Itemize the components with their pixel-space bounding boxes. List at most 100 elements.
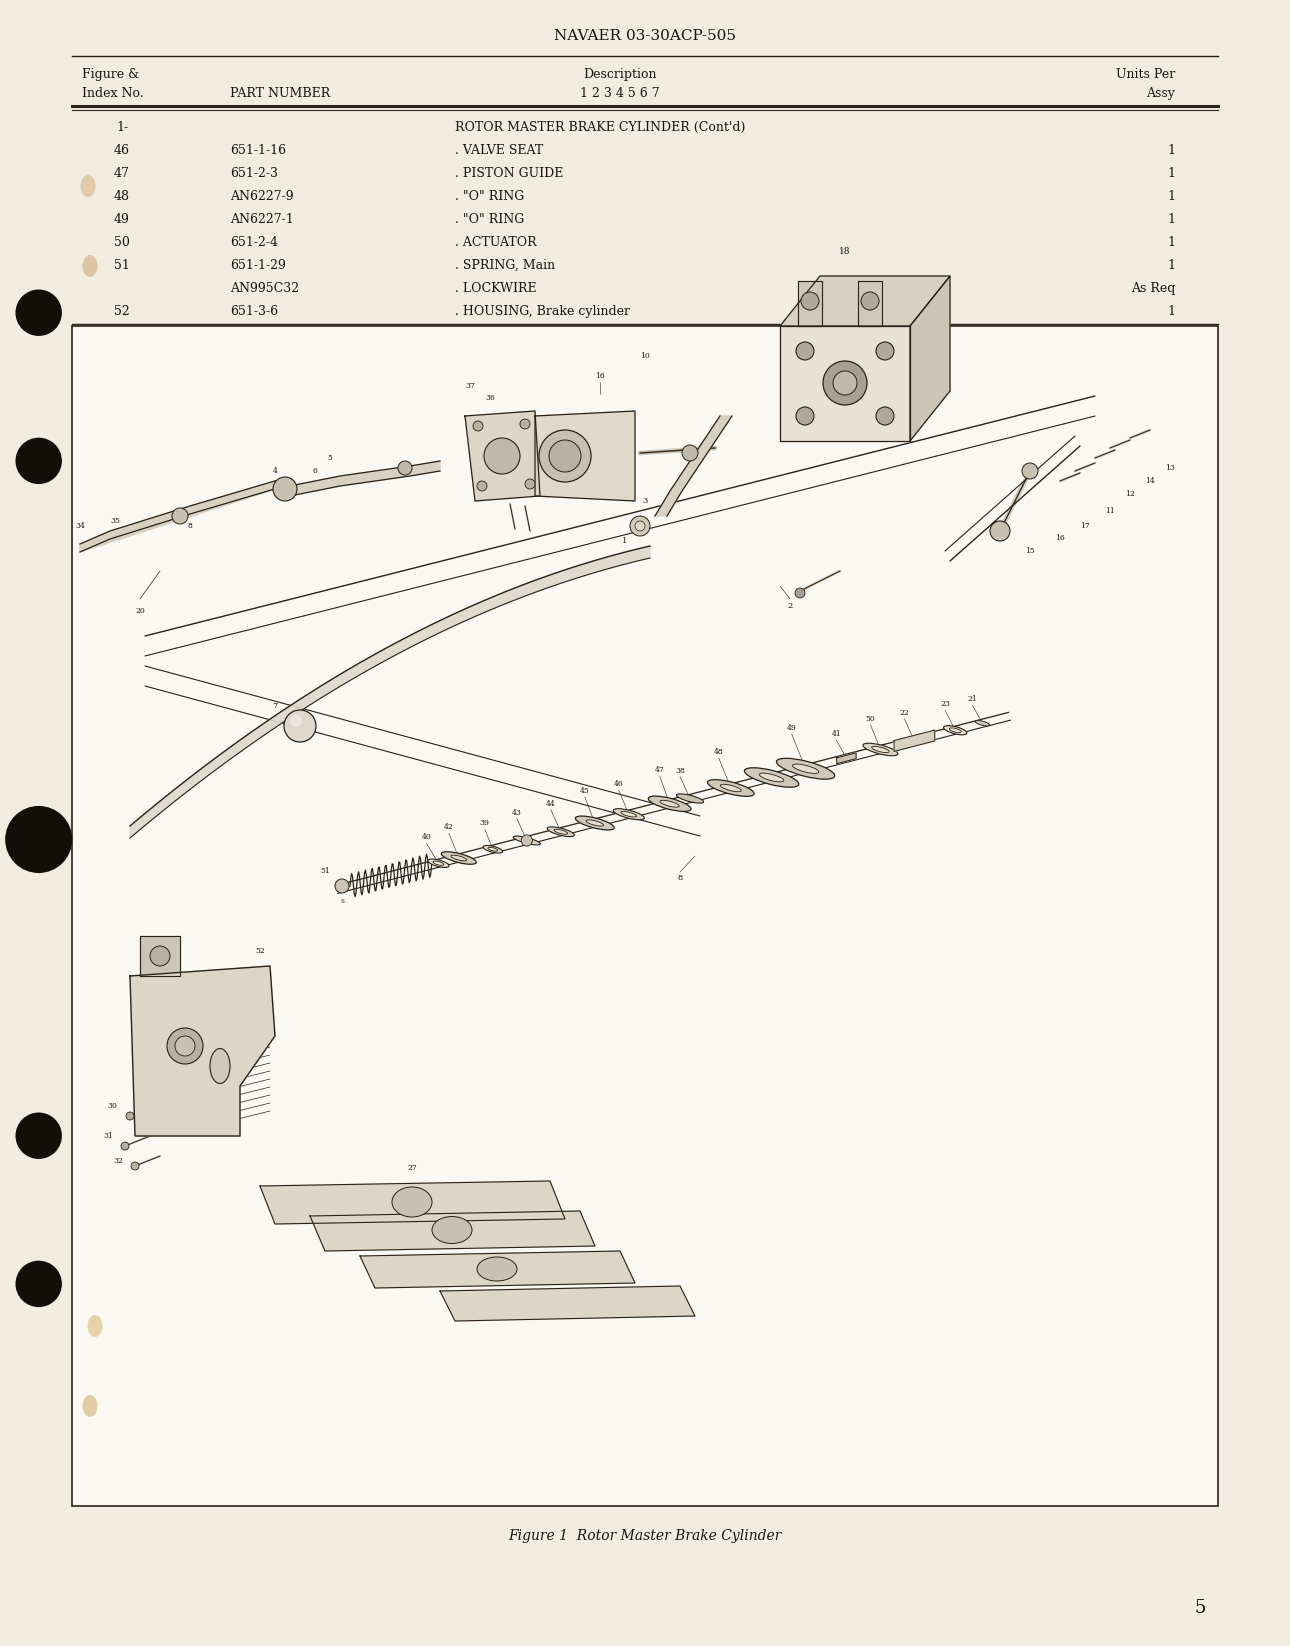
Text: 17: 17 <box>1080 522 1090 530</box>
Text: 38: 38 <box>675 767 685 775</box>
Ellipse shape <box>613 808 644 820</box>
Text: 4: 4 <box>272 467 277 476</box>
Text: 51: 51 <box>320 867 330 876</box>
Circle shape <box>796 342 814 360</box>
Ellipse shape <box>477 1258 517 1281</box>
Text: 30: 30 <box>107 1103 117 1109</box>
Circle shape <box>525 479 535 489</box>
Circle shape <box>520 420 530 430</box>
Circle shape <box>399 461 412 476</box>
Text: 1: 1 <box>1167 189 1175 202</box>
Circle shape <box>484 438 520 474</box>
Circle shape <box>172 509 188 523</box>
Polygon shape <box>464 412 541 500</box>
Text: 7: 7 <box>272 701 277 709</box>
Circle shape <box>550 439 580 472</box>
Text: 52: 52 <box>255 946 264 955</box>
Circle shape <box>796 407 814 425</box>
Ellipse shape <box>586 820 604 826</box>
Polygon shape <box>780 277 949 326</box>
Text: Units Per: Units Per <box>1116 67 1175 81</box>
Text: 20: 20 <box>135 607 144 616</box>
Polygon shape <box>655 416 731 515</box>
Ellipse shape <box>649 797 691 811</box>
Text: 27: 27 <box>408 1164 417 1172</box>
Polygon shape <box>909 277 949 441</box>
Text: 5: 5 <box>1195 1598 1206 1616</box>
Ellipse shape <box>949 728 961 732</box>
Ellipse shape <box>83 1396 98 1417</box>
Ellipse shape <box>428 859 449 867</box>
Circle shape <box>126 1113 134 1119</box>
Text: 42: 42 <box>444 823 454 831</box>
Text: 1 2 3 4 5 6 7: 1 2 3 4 5 6 7 <box>580 87 659 99</box>
Ellipse shape <box>676 793 703 803</box>
Text: 1: 1 <box>1167 166 1175 179</box>
Ellipse shape <box>513 836 541 844</box>
Text: 13: 13 <box>1165 464 1175 472</box>
Text: 48: 48 <box>114 189 130 202</box>
Text: . ACTUATOR: . ACTUATOR <box>455 235 537 249</box>
Circle shape <box>795 588 805 597</box>
Text: 8: 8 <box>187 522 192 530</box>
Circle shape <box>132 1162 139 1170</box>
Text: Figure &: Figure & <box>83 67 139 81</box>
Text: Assy: Assy <box>1146 87 1175 99</box>
Circle shape <box>833 370 857 395</box>
Circle shape <box>15 438 62 484</box>
Text: 9: 9 <box>573 492 578 500</box>
Ellipse shape <box>432 1216 472 1243</box>
Polygon shape <box>799 281 822 326</box>
Text: 25: 25 <box>562 1269 571 1277</box>
Text: 24: 24 <box>491 1234 502 1243</box>
Ellipse shape <box>720 783 742 792</box>
Ellipse shape <box>482 846 503 853</box>
Text: 36: 36 <box>485 393 495 402</box>
Ellipse shape <box>80 174 95 198</box>
Ellipse shape <box>553 830 568 835</box>
Text: AN995C32: AN995C32 <box>230 281 299 295</box>
Text: 50: 50 <box>114 235 130 249</box>
Text: 18: 18 <box>840 247 850 255</box>
Text: Figure 1  Rotor Master Brake Cylinder: Figure 1 Rotor Master Brake Cylinder <box>508 1529 782 1542</box>
Text: 37: 37 <box>466 382 475 390</box>
Text: 49: 49 <box>114 212 130 226</box>
Text: 15: 15 <box>1026 546 1035 555</box>
Circle shape <box>284 709 316 742</box>
Circle shape <box>477 481 488 491</box>
Text: 12: 12 <box>1125 491 1135 499</box>
Circle shape <box>635 522 645 532</box>
Circle shape <box>15 1113 62 1159</box>
Text: AN6227-1: AN6227-1 <box>230 212 294 226</box>
Text: 34: 34 <box>75 522 85 530</box>
Text: 651-1-16: 651-1-16 <box>230 143 286 156</box>
Text: 1-: 1- <box>116 120 128 133</box>
Ellipse shape <box>433 861 444 866</box>
Text: 651-3-6: 651-3-6 <box>230 305 279 318</box>
Text: ROTOR MASTER BRAKE CYLINDER (Cont'd): ROTOR MASTER BRAKE CYLINDER (Cont'd) <box>455 120 746 133</box>
Polygon shape <box>310 1211 595 1251</box>
Polygon shape <box>894 731 935 752</box>
Text: 651-1-29: 651-1-29 <box>230 258 286 272</box>
Circle shape <box>473 421 482 431</box>
Circle shape <box>15 290 62 336</box>
Circle shape <box>860 291 878 309</box>
Polygon shape <box>80 477 285 551</box>
Text: 39: 39 <box>480 820 490 828</box>
Ellipse shape <box>88 1315 102 1337</box>
Circle shape <box>876 342 894 360</box>
Polygon shape <box>440 1286 695 1322</box>
Polygon shape <box>261 1180 565 1225</box>
Circle shape <box>290 714 302 728</box>
Text: 1: 1 <box>1167 235 1175 249</box>
Text: . "O" RING: . "O" RING <box>455 212 524 226</box>
Circle shape <box>521 835 533 846</box>
Text: 26: 26 <box>448 1193 457 1202</box>
Text: 11: 11 <box>1106 507 1115 515</box>
Text: . VALVE SEAT: . VALVE SEAT <box>455 143 543 156</box>
Text: 52: 52 <box>114 305 130 318</box>
Text: PART NUMBER: PART NUMBER <box>230 87 330 99</box>
Text: . SPRING, Main: . SPRING, Main <box>455 258 555 272</box>
Text: 3: 3 <box>642 497 648 505</box>
Text: 22: 22 <box>899 709 909 716</box>
